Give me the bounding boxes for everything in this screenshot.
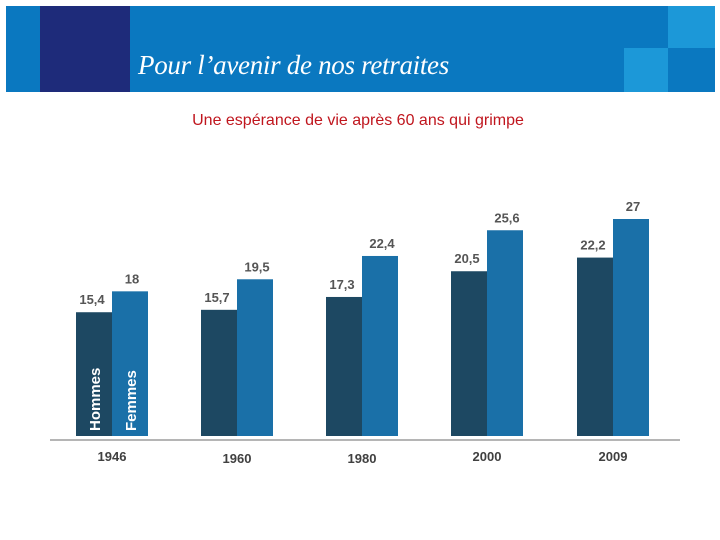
banner-navy-block [40,6,130,92]
bar-hommes-1946 [76,312,112,436]
category-label: 1946 [98,449,127,464]
banner-title: Pour l’avenir de nos retraites [138,50,449,80]
legend-label-hommes: Hommes [87,368,104,431]
legend-label-femmes: Femmes [123,370,140,431]
header-banner: Pour l’avenir de nos retraites [6,6,715,92]
category-label: 2009 [599,449,628,464]
banner-light-block [668,6,715,48]
category-label: 1960 [223,451,252,466]
bar-hommes-2000 [451,271,487,436]
data-label: 15,7 [204,290,229,305]
data-label: 15,4 [79,292,105,307]
data-label: 18 [125,271,139,286]
bar-femmes-2009 [613,219,649,436]
bar-hommes-1980 [326,296,362,436]
data-label: 25,6 [494,210,519,225]
data-label: 22,4 [369,236,395,251]
data-label: 22,2 [580,238,605,253]
category-label: 2000 [473,449,502,464]
bar-femmes-2000 [487,230,523,436]
data-label: 19,5 [244,259,269,274]
bar-hommes-1960 [201,309,237,436]
bar-femmes-1980 [362,255,398,436]
banner-light-block [624,48,668,92]
bar-femmes-1946 [112,291,148,436]
data-label: 20,5 [454,251,479,266]
bar-femmes-1960 [237,279,273,436]
chart-subtitle: Une espérance de vie après 60 ans qui gr… [192,112,524,129]
data-label: 27 [626,199,640,214]
category-label: 1980 [348,451,377,466]
bar-hommes-2009 [577,257,613,436]
data-label: 17,3 [329,277,354,292]
